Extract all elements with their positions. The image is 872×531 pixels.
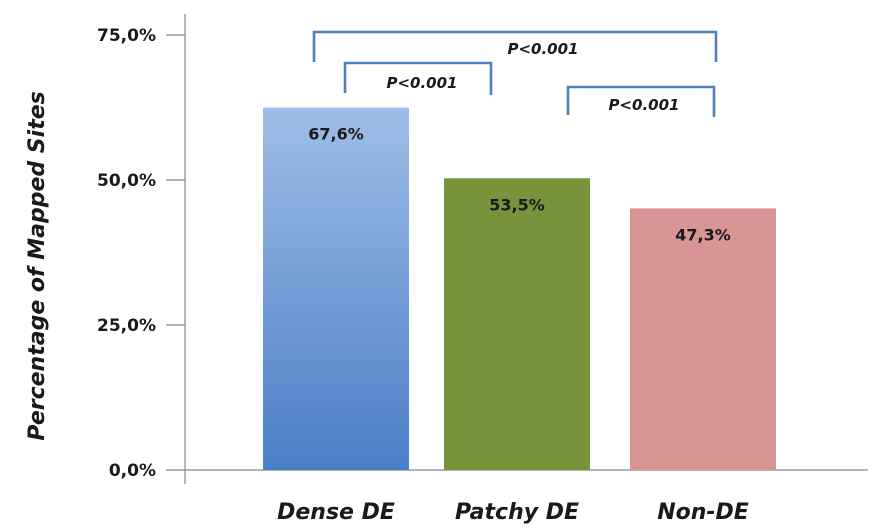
y-tick-label: 0,0% bbox=[109, 461, 156, 481]
significance-label: P<0.001 bbox=[386, 74, 457, 92]
bar-patchy-de bbox=[444, 178, 590, 470]
data-label: 67,6% bbox=[308, 125, 364, 144]
significance-label: P<0.001 bbox=[608, 96, 679, 114]
x-category-label: Patchy DE bbox=[455, 500, 579, 525]
y-tick-label: 75,0% bbox=[97, 26, 156, 46]
bars bbox=[263, 107, 776, 471]
data-label: 47,3% bbox=[675, 225, 731, 244]
significance-bracket bbox=[566, 85, 716, 117]
x-category-label: Non-DE bbox=[657, 500, 749, 525]
bar-non-de bbox=[630, 208, 776, 471]
x-category-label: Dense DE bbox=[277, 500, 395, 525]
y-axis-ticks: 0,0% 25,0% 50,0% 75,0% bbox=[97, 26, 185, 481]
significance-bracket bbox=[312, 30, 718, 62]
x-axis-categories: Dense DE Patchy DE Non-DE bbox=[277, 500, 749, 525]
significance-label: P<0.001 bbox=[507, 40, 578, 58]
data-label: 53,5% bbox=[489, 195, 545, 214]
y-tick-label: 25,0% bbox=[97, 316, 156, 336]
y-tick-label: 50,0% bbox=[97, 171, 156, 191]
y-axis-label: Percentage of Mapped Sites bbox=[25, 91, 50, 440]
significance-brackets: P<0.001 P<0.001 P<0.001 bbox=[312, 30, 718, 117]
data-labels: 67,6% 53,5% 47,3% bbox=[308, 125, 731, 245]
bar-dense-de bbox=[263, 107, 409, 470]
significance-bracket bbox=[343, 61, 493, 95]
